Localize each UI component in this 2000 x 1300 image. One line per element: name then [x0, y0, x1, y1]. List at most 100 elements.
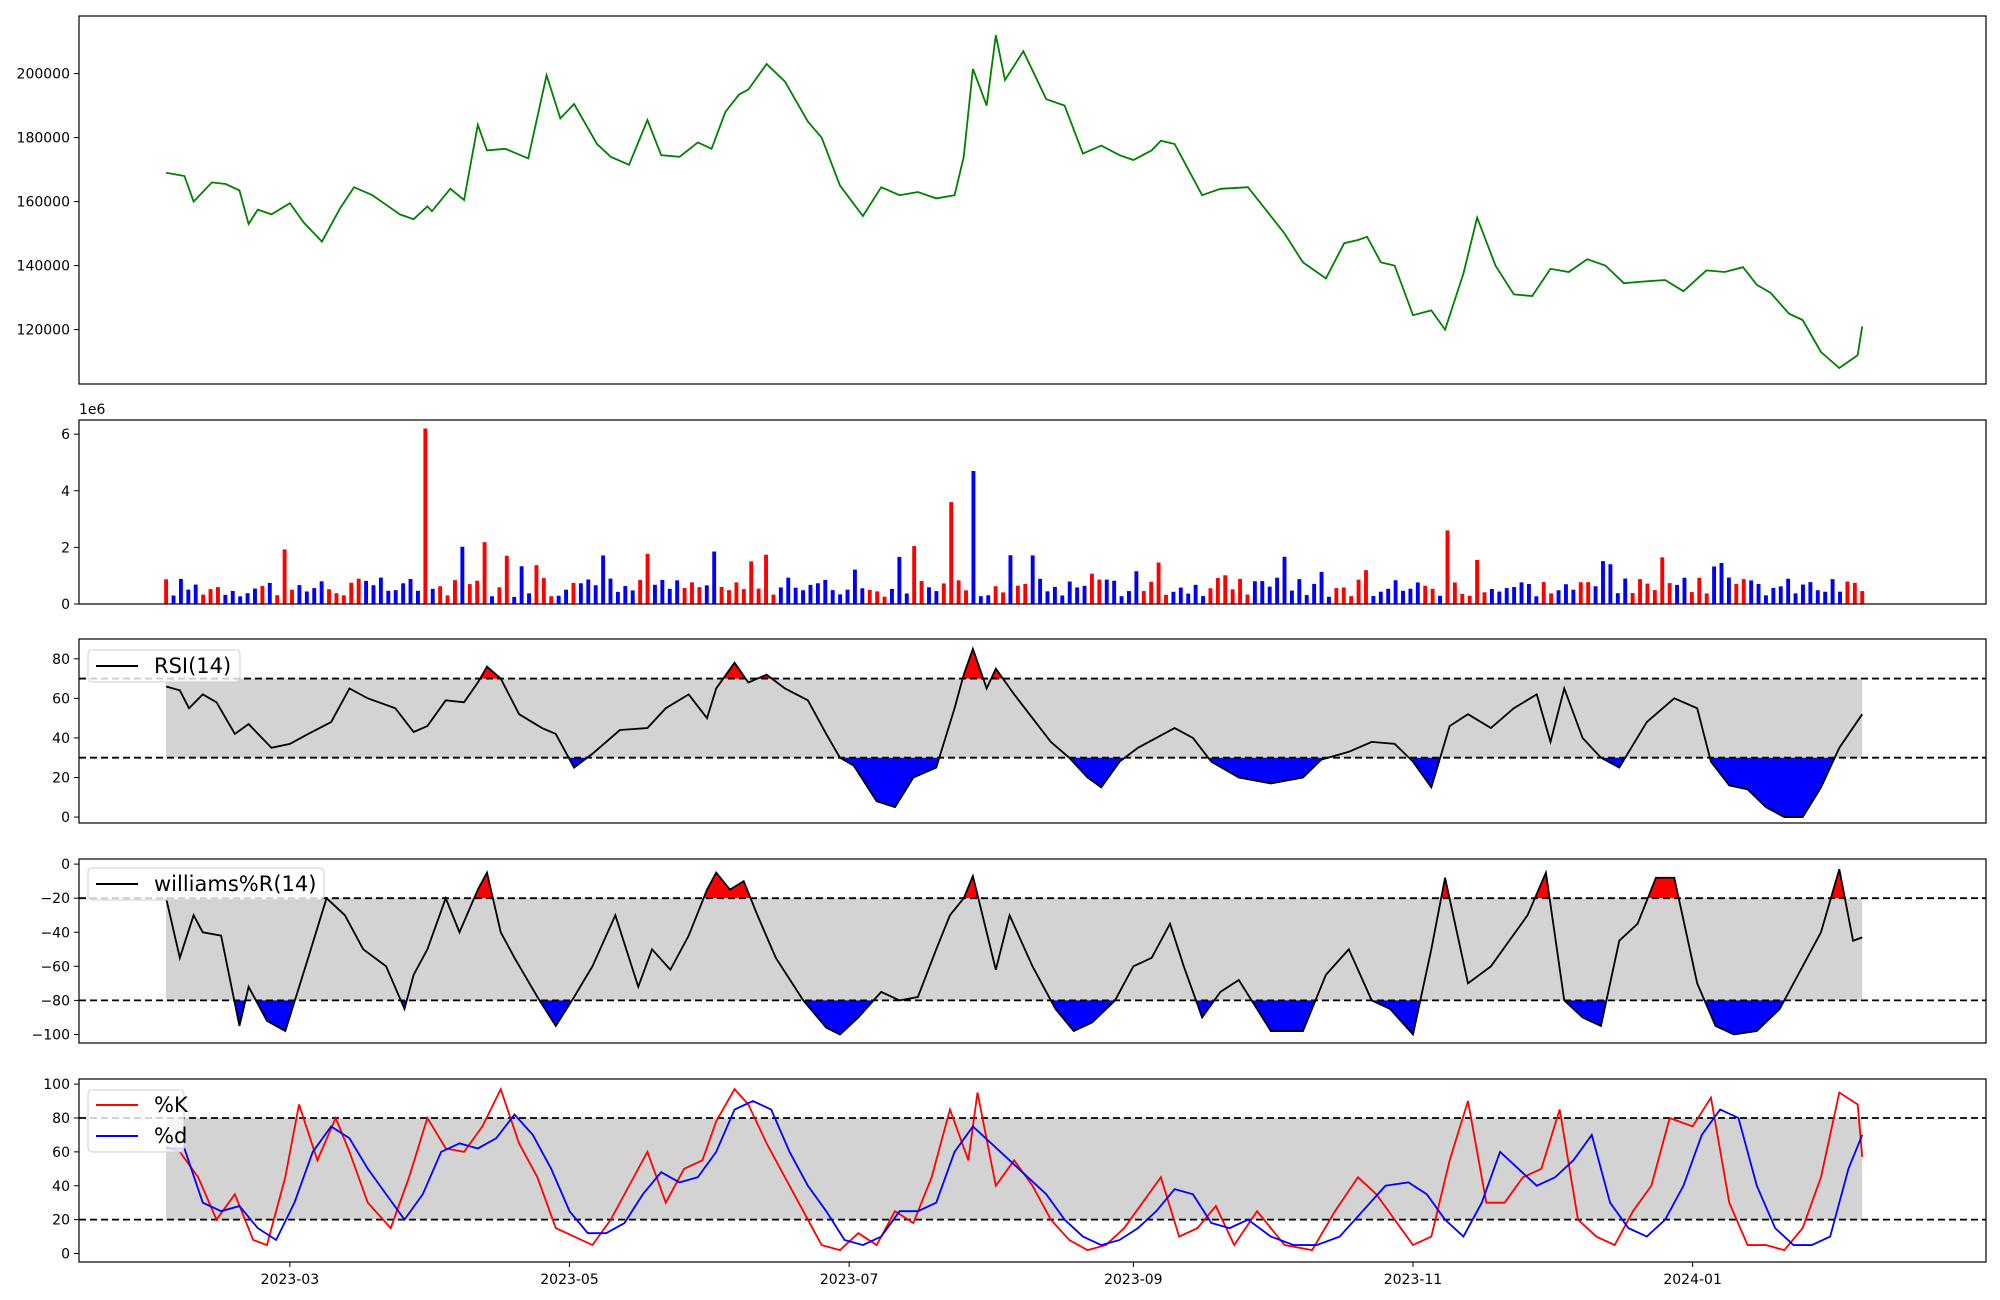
volume-bar: [1460, 593, 1465, 604]
volume-bar: [1208, 588, 1213, 604]
volume-bar: [964, 590, 968, 604]
volume-bar: [1201, 596, 1205, 604]
volume-bar: [1838, 591, 1842, 604]
rsi-overbought-fill: [962, 648, 984, 679]
volume-bar: [1645, 583, 1650, 604]
volume-bar: [1860, 591, 1865, 604]
volume-bar: [793, 587, 798, 604]
rsi-neutral-zone: [166, 678, 1863, 758]
volume-bar: [1497, 591, 1502, 604]
volume-bar: [349, 582, 354, 604]
volume-bar: [1097, 579, 1102, 604]
volume-bar: [1030, 555, 1035, 604]
volume-bar: [1045, 591, 1050, 604]
volume-bar: [504, 555, 509, 604]
volume-bar: [1519, 582, 1524, 604]
volume-bar: [475, 580, 480, 604]
volume-bar: [741, 589, 746, 604]
volume-bar: [1312, 583, 1317, 604]
volume-bar: [1141, 591, 1146, 604]
williams-overbought-fill: [703, 872, 751, 899]
rsi-ytick-label: 0: [61, 810, 70, 826]
volume-bar: [1282, 556, 1287, 604]
volume-bar: [1075, 587, 1080, 604]
volume-bar: [171, 595, 176, 604]
volume-bar: [1023, 583, 1028, 604]
volume-bar: [1356, 579, 1361, 604]
williams-overbought-fill: [963, 876, 979, 899]
volume-plot-area: [164, 428, 1865, 604]
price-plot-area: [165, 35, 1864, 370]
volume-bar: [282, 549, 287, 604]
volume-bar: [815, 583, 820, 604]
williams-ytick-label: −80: [40, 993, 70, 1009]
volume-bar: [356, 578, 361, 604]
volume-bar: [1364, 570, 1368, 604]
volume-bar: [1001, 592, 1006, 604]
volume-bar: [393, 590, 398, 604]
volume-bar: [186, 589, 191, 604]
williams-oversold-fill: [803, 1000, 874, 1035]
volume-bar: [1215, 578, 1220, 604]
rsi-ytick-label: 80: [52, 652, 70, 668]
volume-bar: [1638, 579, 1642, 604]
williams-ytick-label: −60: [40, 959, 70, 975]
volume-bar: [467, 584, 472, 604]
williams-oversold-fill: [1050, 1000, 1116, 1032]
volume-bar: [1504, 588, 1509, 604]
volume-bar: [615, 591, 620, 604]
volume-bar: [1467, 595, 1472, 604]
volume-bar: [652, 584, 657, 604]
volume-bar: [415, 590, 420, 604]
x-tick-label: 2023-07: [820, 1272, 879, 1288]
volume-bar: [1482, 592, 1487, 604]
price-ytick-label: 180000: [17, 131, 70, 147]
volume-bar: [1749, 580, 1754, 604]
volume-bar: [1378, 591, 1383, 604]
volume-bar: [304, 591, 309, 604]
volume-bar: [875, 591, 880, 604]
volume-bar: [845, 589, 850, 604]
volume-bar: [1304, 595, 1309, 604]
volume-bar: [453, 580, 457, 604]
volume-bar: [290, 589, 294, 604]
volume-bar: [1534, 596, 1539, 604]
volume-bar: [1801, 584, 1805, 604]
volume-bar: [727, 590, 731, 604]
volume-bar: [1756, 583, 1761, 604]
volume-bar: [890, 588, 894, 604]
volume-bar: [1341, 587, 1346, 604]
volume-bar: [1349, 596, 1354, 604]
volume-frame: [78, 419, 1987, 605]
volume-bar: [623, 586, 628, 604]
x-tick-label: 2023-03: [261, 1272, 320, 1288]
williams-legend-box: [87, 867, 325, 901]
volume-bar: [1526, 584, 1531, 604]
volume-bar: [490, 596, 494, 604]
volume-bar: [1326, 596, 1331, 604]
volume-bar: [527, 593, 531, 604]
rsi-legend: RSI(14): [87, 649, 241, 683]
stochastic-ytick-label: 100: [43, 1077, 70, 1093]
stochastic-ytick-label: 60: [52, 1145, 70, 1161]
volume-bar: [764, 554, 768, 604]
volume-bar: [312, 588, 317, 604]
volume-bar: [830, 590, 835, 604]
x-tick-label: 2023-05: [540, 1272, 599, 1288]
volume-panel: 0 2 4 6 1e6: [61, 402, 1987, 613]
stochastic-neutral-zone: [166, 1117, 1863, 1220]
volume-bar: [1667, 583, 1672, 604]
volume-bar: [586, 579, 591, 604]
volume-bar: [1489, 588, 1494, 604]
volume-bar: [1786, 578, 1791, 604]
volume-bar: [1060, 595, 1065, 604]
volume-bar: [1615, 593, 1620, 604]
volume-bar: [1275, 577, 1280, 604]
volume-bar: [1726, 577, 1731, 604]
rsi-y-axis: 0 20 40 60 80: [52, 652, 79, 826]
volume-bar: [519, 566, 524, 604]
volume-bar: [1371, 595, 1376, 604]
williams-plot-area: [79, 868, 1986, 1037]
volume-bar: [571, 582, 576, 604]
rsi-legend-box: [87, 649, 241, 683]
